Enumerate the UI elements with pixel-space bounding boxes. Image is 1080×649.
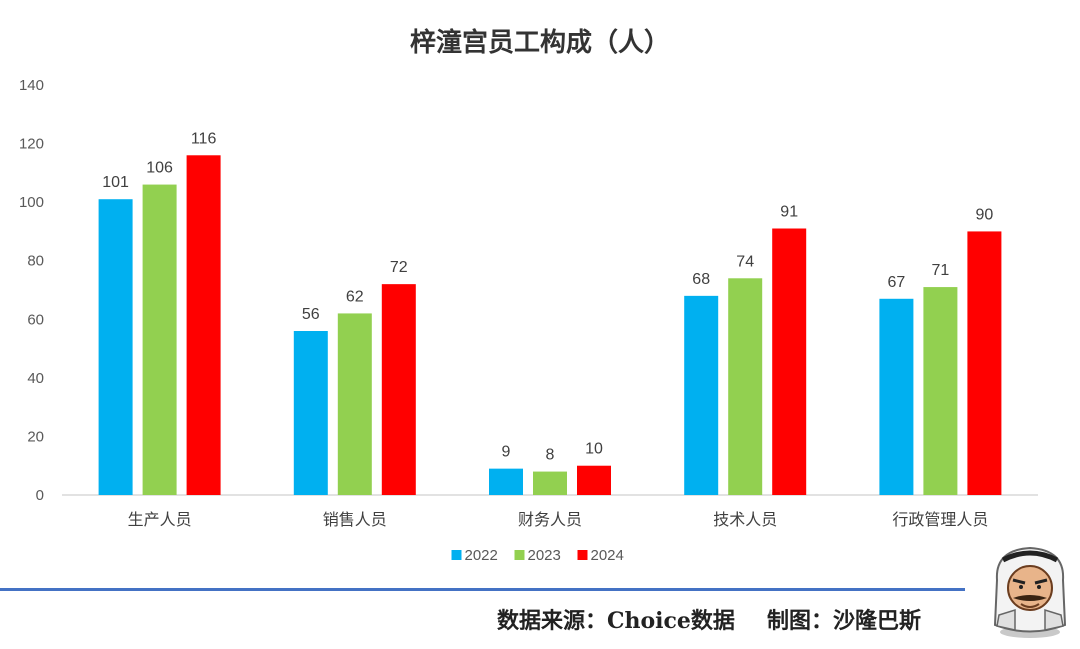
bar-2023 bbox=[923, 287, 958, 495]
data-label: 101 bbox=[102, 174, 129, 191]
bar-2022 bbox=[489, 468, 523, 495]
legend-swatch-2022 bbox=[451, 550, 462, 560]
y-tick-label: 60 bbox=[27, 311, 44, 328]
data-label: 68 bbox=[692, 271, 710, 288]
data-label: 56 bbox=[302, 306, 320, 323]
data-source-note: 数据来源：Choice数据 bbox=[497, 608, 735, 634]
y-tick-label: 100 bbox=[19, 194, 44, 211]
y-tick-label: 80 bbox=[27, 253, 44, 270]
bar-2023 bbox=[533, 471, 567, 495]
data-label: 91 bbox=[780, 204, 798, 221]
x-category-label: 技术人员 bbox=[713, 511, 777, 529]
bar-2024 bbox=[381, 284, 416, 495]
data-label: 8 bbox=[546, 447, 555, 464]
bar-2022 bbox=[879, 298, 914, 495]
legend-swatch-2023 bbox=[514, 550, 525, 560]
y-tick-label: 0 bbox=[36, 487, 44, 504]
mascot-logo bbox=[993, 546, 1067, 638]
data-label: 74 bbox=[736, 253, 754, 270]
data-label: 116 bbox=[191, 130, 217, 147]
x-category-label: 行政管理人员 bbox=[892, 511, 988, 529]
data-label: 72 bbox=[390, 259, 408, 276]
chart-maker-note: 制图：沙隆巴斯 bbox=[767, 608, 922, 634]
bar-2024 bbox=[186, 155, 221, 496]
y-tick-label: 140 bbox=[19, 77, 44, 94]
bar-2023 bbox=[728, 278, 763, 495]
y-tick-label: 20 bbox=[27, 428, 44, 445]
y-tick-label: 120 bbox=[19, 136, 44, 153]
data-label: 9 bbox=[502, 444, 511, 461]
bar-2022 bbox=[293, 331, 328, 495]
bar-2024 bbox=[967, 231, 1002, 495]
data-label: 10 bbox=[585, 441, 603, 458]
bar-2022 bbox=[98, 199, 133, 495]
bar-2024 bbox=[577, 465, 611, 495]
chart-title: 梓潼宫员工构成（人） bbox=[409, 28, 670, 58]
x-category-label: 财务人员 bbox=[518, 511, 582, 529]
bar-2023 bbox=[142, 184, 177, 496]
data-label: 62 bbox=[346, 288, 364, 305]
bar-chart: 0 20 40 60 80 100 120 140 101 106 116 生产人员 56 62 72 销售人… bbox=[19, 77, 1038, 564]
bar-2023 bbox=[337, 313, 372, 495]
data-label: 67 bbox=[888, 274, 906, 291]
data-label: 106 bbox=[146, 160, 173, 177]
data-label: 71 bbox=[932, 262, 950, 279]
x-category-label: 生产人员 bbox=[128, 511, 192, 529]
footer-divider bbox=[0, 588, 965, 591]
bar-2022 bbox=[684, 295, 719, 495]
legend-label: 2024 bbox=[591, 547, 624, 564]
bar-2024 bbox=[772, 228, 807, 495]
data-label: 90 bbox=[976, 206, 994, 223]
y-tick-label: 40 bbox=[27, 370, 44, 387]
x-category-label: 销售人员 bbox=[323, 511, 387, 529]
legend-label: 2022 bbox=[465, 547, 498, 564]
legend-swatch-2024 bbox=[577, 550, 588, 560]
legend-label: 2023 bbox=[528, 547, 561, 564]
